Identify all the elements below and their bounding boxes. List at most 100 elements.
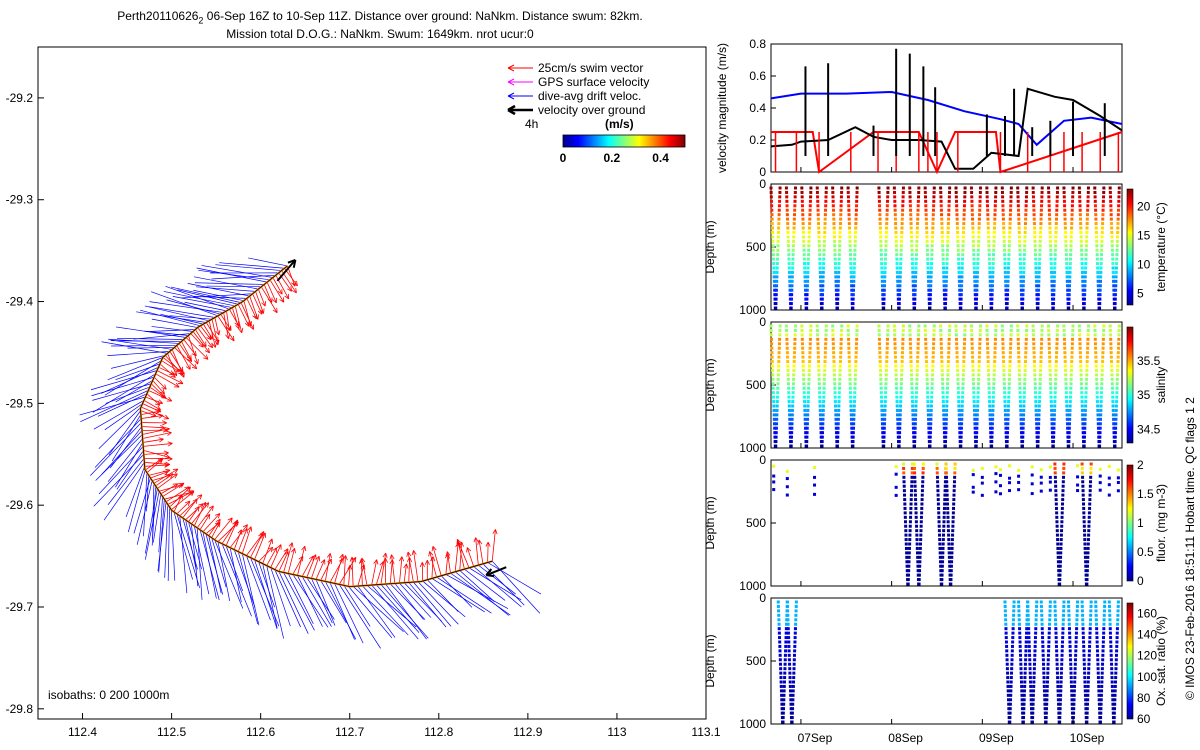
salinity-sample-point [846,333,850,337]
salinity-sample-point [908,337,912,341]
salinity-sample-point [1006,431,1010,435]
salinity-sample-point [1019,422,1023,426]
swim-vector [283,542,293,573]
oxygen-sample-point [779,667,783,671]
temperature-sample-point [1062,190,1066,194]
fluorescence-sample-point [935,471,939,475]
temperature-sample-point [977,217,981,221]
oxygen-sample-point [1020,693,1024,697]
temperature-sample-point [956,248,960,252]
temperature-sample-point [992,244,996,248]
fluorescence-sample-point [952,506,956,510]
temperature-sample-point [1024,204,1028,208]
oxygen-sample-point [1074,644,1078,648]
salinity-sample-point [786,373,790,377]
temperature-sample-point [1063,217,1067,221]
temperature-sample-point [824,195,828,199]
drift-vector [287,573,314,625]
salinity-sample-point [909,364,913,368]
fluorescence-sample-point [904,529,908,533]
salinity-sample-point [945,400,949,404]
temperature-sample-point [785,190,789,194]
salinity-sample-point [1038,395,1042,399]
salinity-sample-point [901,342,905,346]
fluorescence-sample-point [908,538,912,542]
salinity-sample-point [940,364,944,368]
temperature-sample-point [848,235,852,239]
salinity-sample-point [777,346,781,350]
salinity-sample-point [895,408,899,412]
swim-vector [431,556,434,579]
temperature-sample-point [962,208,966,212]
salinity-sample-point [854,368,858,372]
oxygen-sample-point [1110,667,1114,671]
oxygen-sample-point [781,720,785,724]
salinity-sample-point [879,391,883,395]
swim-vector-head [252,313,257,320]
salinity-sample-point [1065,400,1069,404]
fluorescence-sample-point [902,475,906,479]
temperature-sample-point [1001,208,1005,212]
temperature-sample-point [1083,270,1087,274]
temperature-sample-point [1019,266,1023,270]
temperature-sample-point [1111,270,1115,274]
salinity-sample-point [832,360,836,364]
temperature-sample-point [832,222,836,226]
oxygen-sample-point [784,640,788,644]
oxygen-colorbar-tick-label: 140 [1137,628,1157,642]
temperature-sample-point [929,288,933,292]
temperature-sample-point [911,270,915,274]
temperature-sample-point [944,284,948,288]
oxygen-sample-point [1075,609,1079,613]
temperature-sample-point [1080,266,1084,270]
temperature-sample-point [1082,306,1086,310]
salinity-sample-point [946,364,950,368]
temperature-sample-point [897,302,901,306]
swim-vector [403,563,407,583]
salinity-sample-point [1064,382,1068,386]
temperature-sample-point [855,190,859,194]
salinity-sample-point [1084,391,1088,395]
salinity-sample-point [955,360,959,364]
swim-vector [169,351,184,372]
oxygen-sample-point [1096,676,1100,680]
salinity-sample-point [1081,426,1085,430]
temperature-sample-point [877,190,881,194]
salinity-sample-point [911,413,915,417]
salinity-sample-point [777,364,781,368]
temperature-sample-point [916,199,920,203]
salinity-sample-point [801,368,805,372]
map-ytick-label: -29.7 [6,600,34,614]
oxygen-sample-point [793,649,797,653]
swim-vector-head [174,382,180,388]
temperature-sample-point [1083,275,1087,279]
swim-vector-head [177,379,184,385]
temperature-sample-point [1067,293,1071,297]
drift-vector [241,553,260,626]
drift-vector [100,366,159,394]
oxygen-sample-point [1039,600,1043,604]
salinity-sample-point [985,333,989,337]
swim-vector-head [234,320,240,327]
oxygen-sample-point [1054,631,1058,635]
fluorescence-sample-point [939,564,943,568]
temperature-sample-point [1039,226,1043,230]
fluorescence-sample-point [1056,538,1060,542]
salinity-sample-point [817,377,821,381]
temperature-sample-point [1054,244,1058,248]
temperature-sample-point [1050,288,1054,292]
swim-vector-head [194,506,200,512]
temperature-sample-point [924,217,928,221]
temperature-sample-point [851,288,855,292]
salinity-sample-point [1049,395,1053,399]
swim-vector [143,443,173,447]
temperature-sample-point [962,217,966,221]
salinity-sample-point [911,408,915,412]
temperature-sample-point [851,297,855,301]
salinity-sample-point [1049,386,1053,390]
temperature-sample-point [1055,190,1059,194]
salinity-sample-point [988,408,992,412]
temperature-sample-point [970,199,974,203]
oxygen-sample-point [1017,609,1021,613]
temperature-sample-point [1019,270,1023,274]
